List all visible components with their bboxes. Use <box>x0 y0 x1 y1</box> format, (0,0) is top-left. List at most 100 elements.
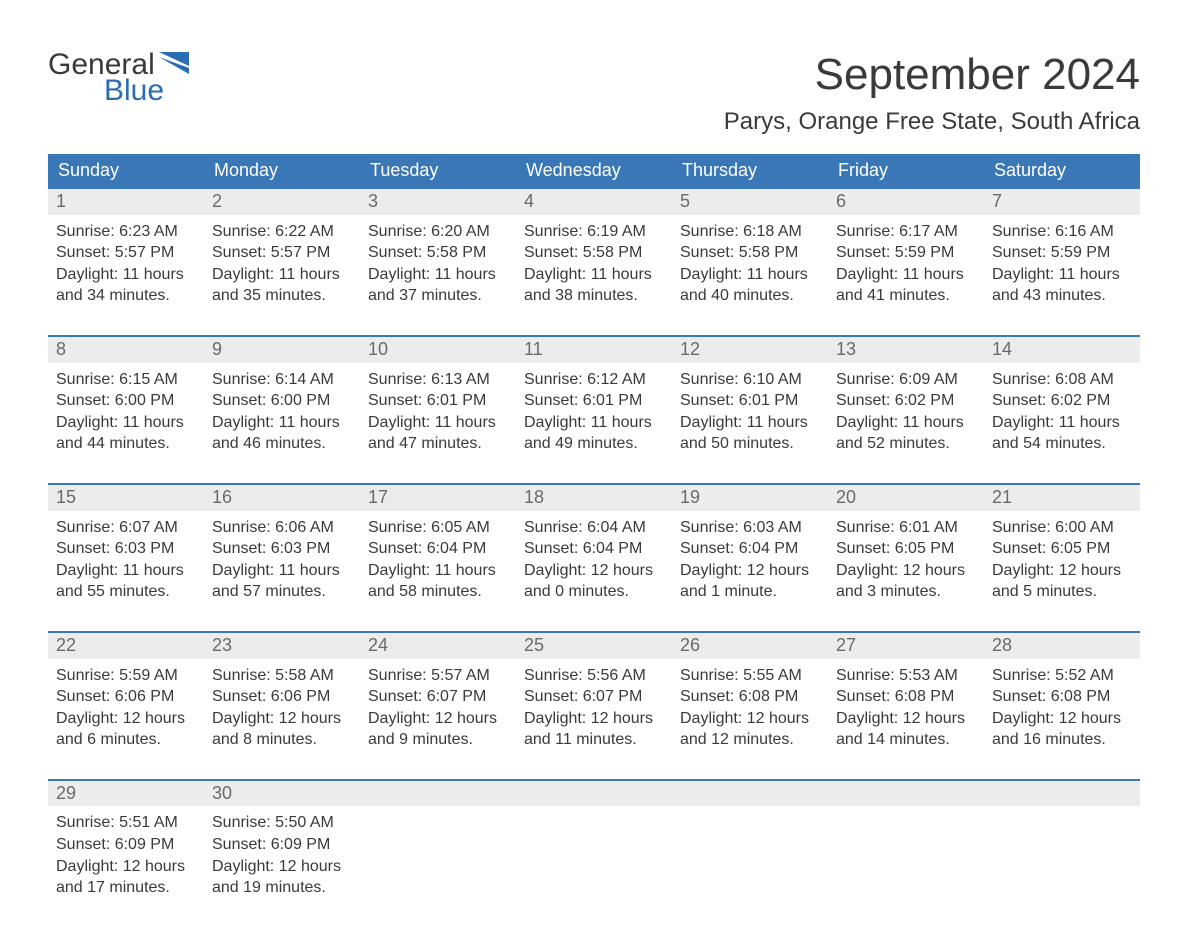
day-number: 22 <box>48 633 204 659</box>
day-number-empty <box>360 781 516 807</box>
sunrise-line: Sunrise: 6:17 AM <box>836 221 976 243</box>
day-body: Sunrise: 6:15 AMSunset: 6:00 PMDaylight:… <box>48 363 204 483</box>
sunrise-value: 5:51 AM <box>119 814 178 831</box>
day-number: 25 <box>516 633 672 659</box>
day-cell: 27Sunrise: 5:53 AMSunset: 6:08 PMDayligh… <box>828 632 984 780</box>
sunrise-prefix: Sunrise: <box>992 223 1055 240</box>
daylight-prefix: Daylight: <box>212 562 279 579</box>
week-row: 15Sunrise: 6:07 AMSunset: 6:03 PMDayligh… <box>48 484 1140 632</box>
day-number: 21 <box>984 485 1140 511</box>
day-number: 3 <box>360 189 516 215</box>
sunrise-value: 6:17 AM <box>899 223 958 240</box>
sunrise-value: 6:01 AM <box>899 519 958 536</box>
daylight-line: Daylight: 12 hours and 14 minutes. <box>836 708 976 751</box>
sunrise-prefix: Sunrise: <box>524 223 587 240</box>
daylight-prefix: Daylight: <box>212 266 279 283</box>
sunrise-line: Sunrise: 6:07 AM <box>56 517 196 539</box>
day-number: 14 <box>984 337 1140 363</box>
sunrise-line: Sunrise: 6:16 AM <box>992 221 1132 243</box>
calendar-header: SundayMondayTuesdayWednesdayThursdayFrid… <box>48 154 1140 188</box>
sunrise-line: Sunrise: 6:09 AM <box>836 369 976 391</box>
sunrise-prefix: Sunrise: <box>680 667 743 684</box>
daylight-line: Daylight: 11 hours and 34 minutes. <box>56 264 196 307</box>
sunrise-value: 6:06 AM <box>275 519 334 536</box>
sunset-line: Sunset: 6:07 PM <box>524 686 664 708</box>
sunrise-line: Sunrise: 5:58 AM <box>212 665 352 687</box>
sunrise-value: 6:14 AM <box>275 371 334 388</box>
day-body: Sunrise: 6:23 AMSunset: 5:57 PMDaylight:… <box>48 215 204 335</box>
sunrise-prefix: Sunrise: <box>524 519 587 536</box>
calendar-table: SundayMondayTuesdayWednesdayThursdayFrid… <box>48 154 1140 927</box>
sunrise-prefix: Sunrise: <box>836 371 899 388</box>
day-cell: 1Sunrise: 6:23 AMSunset: 5:57 PMDaylight… <box>48 188 204 336</box>
daylight-prefix: Daylight: <box>680 414 747 431</box>
sunset-line: Sunset: 6:06 PM <box>212 686 352 708</box>
sunset-line: Sunset: 6:03 PM <box>56 538 196 560</box>
sunrise-value: 6:19 AM <box>587 223 646 240</box>
sunset-value: 6:07 PM <box>427 688 487 705</box>
week-row: 22Sunrise: 5:59 AMSunset: 6:06 PMDayligh… <box>48 632 1140 780</box>
day-body: Sunrise: 5:59 AMSunset: 6:06 PMDaylight:… <box>48 659 204 779</box>
sunrise-value: 5:58 AM <box>275 667 334 684</box>
sunset-prefix: Sunset: <box>212 688 271 705</box>
day-number: 29 <box>48 781 204 807</box>
sunrise-line: Sunrise: 6:12 AM <box>524 369 664 391</box>
sunset-line: Sunset: 6:05 PM <box>992 538 1132 560</box>
daylight-prefix: Daylight: <box>368 414 435 431</box>
sunrise-value: 6:18 AM <box>743 223 802 240</box>
weekday-header: Sunday <box>48 154 204 188</box>
daylight-prefix: Daylight: <box>836 266 903 283</box>
sunrise-prefix: Sunrise: <box>680 519 743 536</box>
day-cell: 29Sunrise: 5:51 AMSunset: 6:09 PMDayligh… <box>48 780 204 927</box>
daylight-prefix: Daylight: <box>992 266 1059 283</box>
day-body: Sunrise: 6:22 AMSunset: 5:57 PMDaylight:… <box>204 215 360 335</box>
sunrise-value: 5:59 AM <box>119 667 178 684</box>
day-cell: 13Sunrise: 6:09 AMSunset: 6:02 PMDayligh… <box>828 336 984 484</box>
sunrise-value: 6:16 AM <box>1055 223 1114 240</box>
daylight-prefix: Daylight: <box>524 266 591 283</box>
day-number: 27 <box>828 633 984 659</box>
day-cell: 23Sunrise: 5:58 AMSunset: 6:06 PMDayligh… <box>204 632 360 780</box>
day-cell: 18Sunrise: 6:04 AMSunset: 6:04 PMDayligh… <box>516 484 672 632</box>
sunset-prefix: Sunset: <box>992 392 1051 409</box>
sunset-value: 6:01 PM <box>427 392 487 409</box>
day-body: Sunrise: 6:00 AMSunset: 6:05 PMDaylight:… <box>984 511 1140 631</box>
sunset-prefix: Sunset: <box>836 392 895 409</box>
sunrise-value: 6:13 AM <box>431 371 490 388</box>
sunset-line: Sunset: 6:02 PM <box>992 390 1132 412</box>
sunset-prefix: Sunset: <box>56 540 115 557</box>
daylight-line: Daylight: 12 hours and 12 minutes. <box>680 708 820 751</box>
day-cell: 6Sunrise: 6:17 AMSunset: 5:59 PMDaylight… <box>828 188 984 336</box>
sunset-value: 6:05 PM <box>895 540 955 557</box>
weekday-header: Saturday <box>984 154 1140 188</box>
sunset-prefix: Sunset: <box>836 688 895 705</box>
day-number: 12 <box>672 337 828 363</box>
sunset-value: 6:03 PM <box>115 540 175 557</box>
sunset-prefix: Sunset: <box>680 244 739 261</box>
sunset-prefix: Sunset: <box>524 540 583 557</box>
sunrise-prefix: Sunrise: <box>836 519 899 536</box>
sunset-prefix: Sunset: <box>212 244 271 261</box>
sunset-prefix: Sunset: <box>680 392 739 409</box>
sunset-line: Sunset: 6:03 PM <box>212 538 352 560</box>
sunset-value: 6:03 PM <box>271 540 331 557</box>
day-cell <box>360 780 516 927</box>
sunset-prefix: Sunset: <box>836 540 895 557</box>
sunrise-value: 5:52 AM <box>1055 667 1114 684</box>
daylight-prefix: Daylight: <box>680 710 747 727</box>
sunset-prefix: Sunset: <box>56 244 115 261</box>
day-body: Sunrise: 6:06 AMSunset: 6:03 PMDaylight:… <box>204 511 360 631</box>
day-number: 19 <box>672 485 828 511</box>
day-number-empty <box>672 781 828 807</box>
sunset-value: 6:08 PM <box>1051 688 1111 705</box>
daylight-line: Daylight: 11 hours and 54 minutes. <box>992 412 1132 455</box>
day-body: Sunrise: 6:19 AMSunset: 5:58 PMDaylight:… <box>516 215 672 335</box>
weekday-header: Monday <box>204 154 360 188</box>
day-cell: 3Sunrise: 6:20 AMSunset: 5:58 PMDaylight… <box>360 188 516 336</box>
daylight-prefix: Daylight: <box>524 562 591 579</box>
sunrise-value: 5:53 AM <box>899 667 958 684</box>
day-cell: 26Sunrise: 5:55 AMSunset: 6:08 PMDayligh… <box>672 632 828 780</box>
day-body: Sunrise: 6:07 AMSunset: 6:03 PMDaylight:… <box>48 511 204 631</box>
sunrise-prefix: Sunrise: <box>368 223 431 240</box>
day-number: 9 <box>204 337 360 363</box>
